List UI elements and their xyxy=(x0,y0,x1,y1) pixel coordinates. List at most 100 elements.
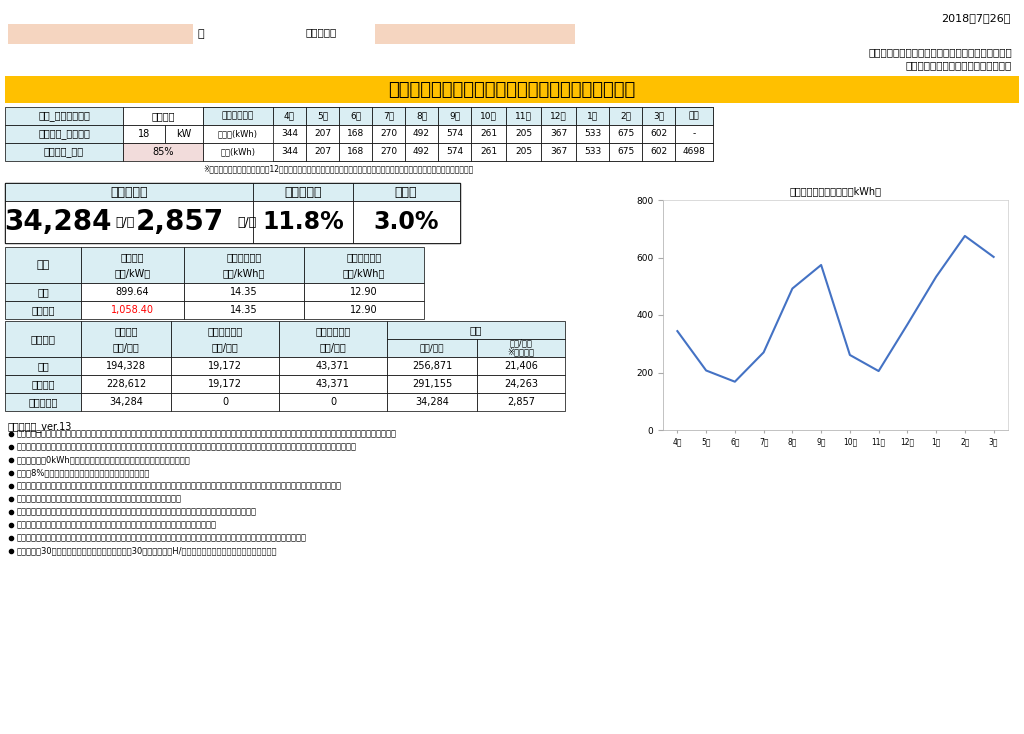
Text: 負荷率: 負荷率 xyxy=(394,186,417,198)
Text: 推定削減額: 推定削減額 xyxy=(111,186,147,198)
Bar xyxy=(353,183,460,201)
Title: 月々の推定使用電力量（kWh）: 月々の推定使用電力量（kWh） xyxy=(790,186,882,197)
Bar xyxy=(438,107,471,125)
Bar xyxy=(700,321,920,339)
Bar xyxy=(5,357,81,375)
Bar xyxy=(8,24,193,44)
Text: -: - xyxy=(692,129,695,139)
Bar xyxy=(123,143,203,161)
Bar xyxy=(675,143,713,161)
Text: 他季従量料金: 他季従量料金 xyxy=(346,252,382,262)
Bar xyxy=(438,143,471,161)
Text: 4698: 4698 xyxy=(683,148,706,156)
Bar xyxy=(642,107,675,125)
Text: 基本料金: 基本料金 xyxy=(115,326,138,336)
Bar xyxy=(477,393,565,411)
Bar xyxy=(5,125,123,143)
Text: 4月: 4月 xyxy=(284,112,295,120)
Text: 492: 492 xyxy=(413,148,430,156)
Text: 0: 0 xyxy=(330,397,336,407)
Bar xyxy=(304,283,424,301)
Text: 344: 344 xyxy=(281,148,298,156)
Bar xyxy=(477,339,565,357)
Bar xyxy=(339,125,372,143)
Text: （円/年）: （円/年） xyxy=(212,342,239,352)
Bar xyxy=(438,125,471,143)
Bar xyxy=(387,393,477,411)
Text: 使用電力量が0kWhとなる月は、基本料金を半額とさせていただきます。: 使用電力量が0kWhとなる月は、基本料金を半額とさせていただきます。 xyxy=(17,456,190,465)
Text: 他季従量料金: 他季従量料金 xyxy=(315,326,350,336)
Text: 291,155: 291,155 xyxy=(412,379,453,389)
Text: 344: 344 xyxy=(281,129,298,139)
Text: 533: 533 xyxy=(584,148,601,156)
Bar xyxy=(123,125,165,143)
Text: 試算結果には再生可能エネルギー発電促進賦課金・燃料費調整額は含まれておりません。: 試算結果には再生可能エネルギー発電促進賦課金・燃料費調整額は含まれておりません。 xyxy=(17,520,217,529)
Bar xyxy=(5,283,81,301)
Text: 様: 様 xyxy=(197,29,204,39)
Bar xyxy=(171,375,279,393)
Text: （円/年）: （円/年） xyxy=(319,342,346,352)
Text: 675: 675 xyxy=(616,148,634,156)
Text: 消費税8%を含んだ単価、料金試算を提示しております。: 消費税8%を含んだ単価、料金試算を提示しております。 xyxy=(17,468,151,478)
Bar xyxy=(81,393,171,411)
Bar xyxy=(675,125,713,143)
Text: 12.90: 12.90 xyxy=(350,287,378,297)
Text: お客様使用量: お客様使用量 xyxy=(222,112,254,120)
Text: 2,857: 2,857 xyxy=(136,208,224,236)
Text: （円/年）: （円/年） xyxy=(420,344,444,352)
Text: 合計: 合計 xyxy=(470,325,482,335)
Text: 申込み可能な使用電力量: 申込み可能な使用電力量 xyxy=(775,325,845,335)
Bar xyxy=(279,357,387,375)
Bar xyxy=(471,143,506,161)
Bar xyxy=(372,125,406,143)
Text: 14.35: 14.35 xyxy=(230,305,258,315)
Text: 11月: 11月 xyxy=(515,112,531,120)
Bar xyxy=(406,107,438,125)
Text: 12.90: 12.90 xyxy=(350,305,378,315)
Bar xyxy=(387,339,477,357)
Bar xyxy=(5,321,81,357)
Bar xyxy=(745,357,920,375)
Text: （円/kWh）: （円/kWh） xyxy=(223,268,265,278)
Text: 1,058.40: 1,058.40 xyxy=(111,305,154,315)
Text: 関西電力_契約電力: 関西電力_契約電力 xyxy=(38,129,90,139)
Bar xyxy=(306,125,339,143)
Text: 年間: 年間 xyxy=(688,112,699,120)
Text: 205: 205 xyxy=(515,129,532,139)
Bar xyxy=(203,107,273,125)
Text: 電気料金シミュレーション＿近畿エリア＿低圧電力: 電気料金シミュレーション＿近畿エリア＿低圧電力 xyxy=(388,81,636,99)
Bar xyxy=(184,301,304,319)
Bar xyxy=(5,107,123,125)
Text: 11.8%: 11.8% xyxy=(262,210,344,234)
Text: 推定削減額が表示されない場合、契約電力に対する使用電力量が弊社の基準（右表参照）以下でないため、大変申し訳ありませんが、申込をお断りさせていただきます。: 推定削減額が表示されない場合、契約電力に対する使用電力量が弊社の基準（右表参照）… xyxy=(17,429,397,438)
Bar xyxy=(81,375,171,393)
Bar xyxy=(642,125,675,143)
Bar xyxy=(541,143,575,161)
Bar xyxy=(5,143,123,161)
Text: 43,371: 43,371 xyxy=(316,361,350,371)
Bar xyxy=(745,339,920,357)
Text: （円/kW）: （円/kW） xyxy=(115,268,151,278)
Text: ※通年平均: ※通年平均 xyxy=(508,347,535,357)
Text: このシミュレーションは参考値ですので、お客様のご使用状況が変わった場合、各試算結果が変わります。: このシミュレーションは参考値ですので、お客様のご使用状況が変わった場合、各試算結… xyxy=(17,507,257,517)
Text: ご注意事項_ver.13: ご注意事項_ver.13 xyxy=(8,421,73,432)
Text: kW: kW xyxy=(176,129,191,139)
Text: 228,612: 228,612 xyxy=(105,379,146,389)
Text: 供給開始後は再生可能エネルギー発電促進賦課金・燃料費調整額を加味してご請求いたします。（算定式は関西電力と同一です）: 供給開始後は再生可能エネルギー発電促進賦課金・燃料費調整額を加味してご請求いたし… xyxy=(17,534,307,542)
Text: 基本料金: 基本料金 xyxy=(121,252,144,262)
Bar xyxy=(5,301,81,319)
Bar xyxy=(339,107,372,125)
Text: 14.35: 14.35 xyxy=(230,287,258,297)
Bar xyxy=(609,125,642,143)
Text: ご入力(kWh): ご入力(kWh) xyxy=(218,129,258,139)
Text: 574: 574 xyxy=(445,148,463,156)
Bar xyxy=(700,357,745,375)
Text: 低圧電力: 低圧電力 xyxy=(152,111,175,121)
Text: 20484 kWh以下: 20484 kWh以下 xyxy=(799,343,866,353)
Bar xyxy=(477,357,565,375)
Text: 85%: 85% xyxy=(153,147,174,157)
Bar xyxy=(471,107,506,125)
Bar xyxy=(279,375,387,393)
Bar xyxy=(406,143,438,161)
Text: 602: 602 xyxy=(650,129,667,139)
